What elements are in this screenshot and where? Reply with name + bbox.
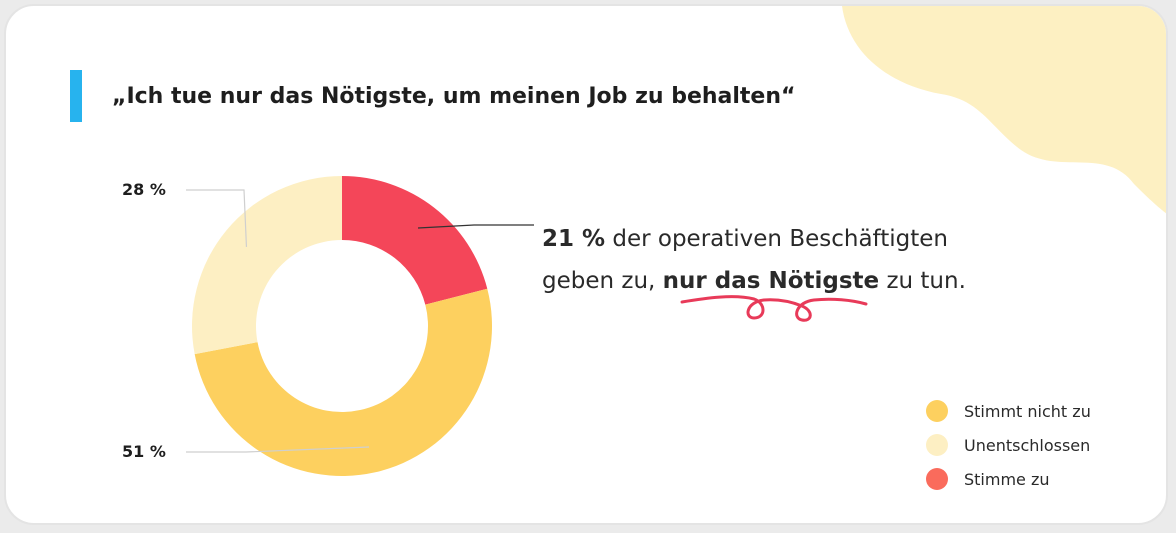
callout-line-2: geben zu, nur das Nötigste zu tun.	[542, 260, 966, 302]
slice-stimmt-nicht-zu	[194, 288, 492, 476]
slice-label-stimmt-nicht-zu: 51 %	[122, 442, 166, 461]
leader-line-stimme-zu	[417, 224, 534, 229]
legend-item-stimmt-nicht-zu: Stimmt nicht zu	[926, 394, 1091, 428]
decorative-blob	[842, 6, 1166, 214]
legend-swatch	[926, 434, 948, 456]
callout-value: 21 %	[542, 226, 606, 252]
chart-card: „Ich tue nur das Nötigste, um meinen Job…	[4, 4, 1168, 525]
legend-label: Unentschlossen	[964, 435, 1091, 455]
callout-line-1-rest: der operativen Beschäftigten	[605, 226, 948, 252]
squiggle-underline	[680, 295, 868, 322]
leader-line-stimmt-nicht-zu	[186, 446, 370, 453]
title-accent-bar	[70, 70, 82, 122]
legend-swatch	[926, 468, 948, 490]
legend-item-stimme-zu: Stimme zu	[926, 462, 1091, 496]
legend: Stimmt nicht zu Unentschlossen Stimme zu	[926, 394, 1091, 496]
chart-title: „Ich tue nur das Nötigste, um meinen Job…	[112, 84, 796, 109]
callout-line-2-pre: geben zu,	[542, 268, 663, 294]
callout-line-1: 21 % der operativen Beschäftigten	[542, 218, 966, 260]
callout-text: 21 % der operativen Beschäftigten geben …	[542, 218, 966, 302]
legend-label: Stimmt nicht zu	[964, 401, 1091, 421]
donut-chart	[186, 176, 534, 476]
legend-label: Stimme zu	[964, 469, 1050, 489]
slice-label-unentschlossen: 28 %	[122, 180, 166, 199]
callout-line-2-post: zu tun.	[879, 268, 966, 294]
legend-swatch	[926, 400, 948, 422]
leader-line-unentschlossen	[186, 189, 248, 247]
slice-stimme-zu	[342, 176, 488, 305]
slice-unentschlossen	[192, 176, 342, 355]
callout-emphasis: nur das Nötigste	[662, 268, 880, 294]
legend-item-unentschlossen: Unentschlossen	[926, 428, 1091, 462]
